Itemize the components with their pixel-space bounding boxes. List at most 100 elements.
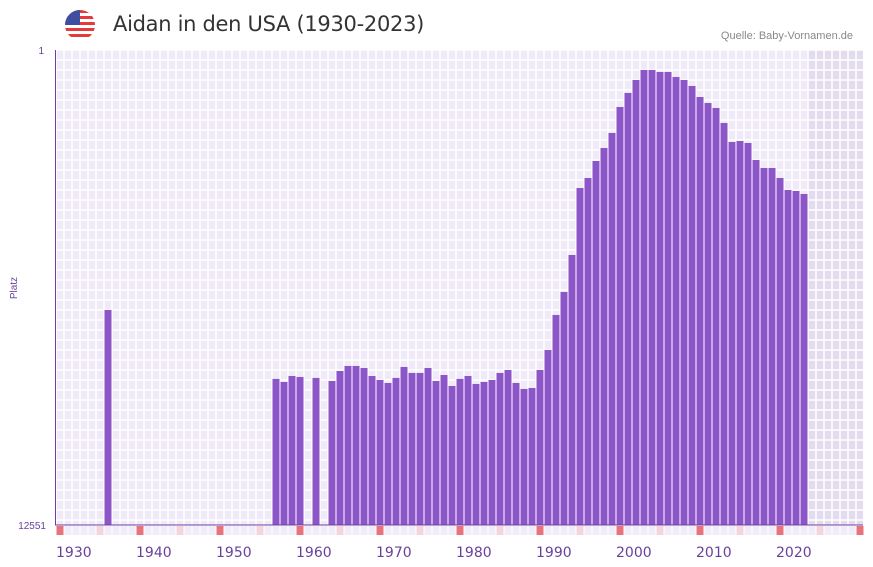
year-marker (616, 526, 624, 535)
year-marker (520, 526, 528, 535)
year-marker (496, 526, 504, 535)
year-marker (552, 526, 560, 535)
year-marker (232, 526, 240, 535)
bar-2019 (768, 168, 776, 525)
year-marker (816, 526, 824, 535)
bar-1981 (464, 375, 472, 525)
year-marker (592, 526, 600, 535)
bar-1997 (592, 161, 600, 526)
bar-1991 (544, 349, 552, 525)
bar-1992 (552, 314, 560, 525)
year-marker (648, 526, 656, 535)
bar-1987 (512, 382, 520, 525)
year-marker (120, 526, 128, 535)
year-marker (464, 526, 472, 535)
year-marker (440, 526, 448, 535)
year-marker (848, 526, 856, 535)
year-marker (424, 526, 432, 535)
year-marker (792, 526, 800, 535)
year-marker (72, 526, 80, 535)
bar-1994 (568, 254, 576, 526)
bar-1968 (360, 368, 368, 525)
bar-2008 (680, 80, 688, 525)
year-marker (712, 526, 720, 535)
bar-1970 (376, 380, 384, 525)
x-tick-1950: 1950 (216, 545, 252, 561)
year-marker (112, 526, 120, 535)
x-tick-1990: 1990 (536, 545, 572, 561)
year-marker (376, 526, 384, 535)
bar-2022 (792, 190, 800, 525)
year-marker (64, 526, 72, 535)
year-marker (128, 526, 136, 535)
year-marker (504, 526, 512, 535)
year-marker (752, 526, 760, 535)
bar-1988 (520, 388, 528, 525)
bar-1984 (488, 380, 496, 525)
bar-2004 (648, 69, 656, 525)
year-marker (512, 526, 520, 535)
year-marker (656, 526, 664, 535)
bar-1996 (584, 178, 592, 526)
year-marker (56, 526, 64, 535)
bar-1982 (472, 383, 480, 525)
year-marker (448, 526, 456, 535)
bar-2014 (728, 142, 736, 526)
year-marker (304, 526, 312, 535)
year-marker (600, 526, 608, 535)
bar-1986 (504, 370, 512, 525)
x-tick-2000: 2000 (616, 545, 652, 561)
bar-1983 (480, 381, 488, 525)
year-marker (88, 526, 96, 535)
year-marker (328, 526, 336, 535)
bar-1960 (296, 376, 304, 525)
y-axis-label: Platz (9, 277, 20, 299)
year-marker (352, 526, 360, 535)
year-marker (672, 526, 680, 535)
year-marker (144, 526, 152, 535)
year-marker (104, 526, 112, 535)
year-marker (576, 526, 584, 535)
year-marker (528, 526, 536, 535)
bar-1972 (392, 377, 400, 525)
bar-2023 (800, 193, 808, 526)
y-tick-top: 1 (38, 46, 44, 57)
year-marker (720, 526, 728, 535)
bar-2009 (688, 85, 696, 526)
year-marker (200, 526, 208, 535)
year-marker (216, 526, 224, 535)
year-marker (360, 526, 368, 535)
year-marker (696, 526, 704, 535)
chart-title: Aidan in den USA (1930-2023) (113, 12, 425, 36)
bar-2017 (752, 159, 760, 526)
bars (104, 69, 808, 526)
bar-2001 (624, 92, 632, 525)
year-marker (296, 526, 304, 535)
year-marker (728, 526, 736, 535)
year-marker (680, 526, 688, 535)
bar-1985 (496, 373, 504, 525)
year-marker (688, 526, 696, 535)
x-tick-labels: 1930 1940 1950 1960 1970 1980 1990 2000 2010 2020 (56, 545, 812, 561)
bar-1958 (280, 381, 288, 525)
year-marker (408, 526, 416, 535)
year-marker (336, 526, 344, 535)
year-marker (160, 526, 168, 535)
bar-2015 (736, 140, 744, 526)
bar-1964 (328, 380, 336, 525)
year-marker (640, 526, 648, 535)
year-marker (832, 526, 840, 535)
year-marker (488, 526, 496, 535)
year-marker (224, 526, 232, 535)
year-marker (264, 526, 272, 535)
bar-2010 (696, 97, 704, 525)
bar-1976 (424, 368, 432, 525)
bar-2002 (632, 80, 640, 525)
bar-2011 (704, 102, 712, 526)
year-marker (744, 526, 752, 535)
bar-2006 (664, 71, 672, 525)
bar-2012 (712, 107, 720, 525)
year-marker (192, 526, 200, 535)
year-marker (400, 526, 408, 535)
